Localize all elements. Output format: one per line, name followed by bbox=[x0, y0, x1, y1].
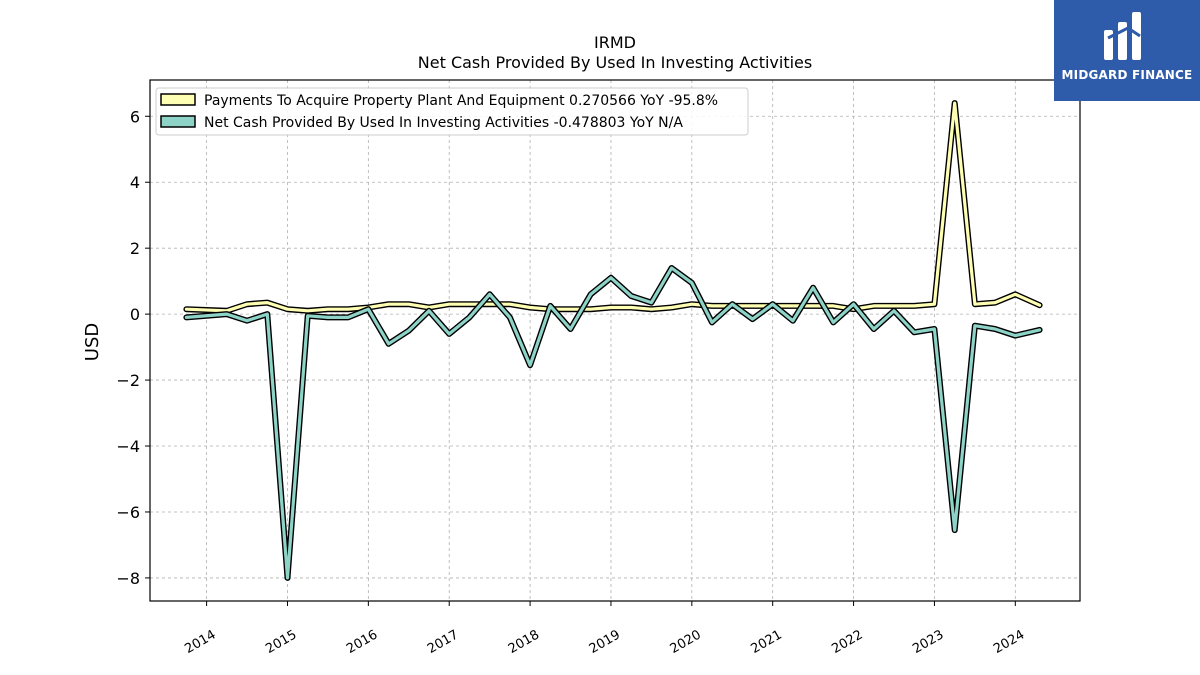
y-tick-label: −6 bbox=[116, 503, 140, 522]
legend-label: Payments To Acquire Property Plant And E… bbox=[204, 93, 718, 109]
x-tick-label: 2018 bbox=[506, 627, 542, 657]
x-tick-label: 2021 bbox=[749, 627, 785, 657]
chart-subtitle: Net Cash Provided By Used In Investing A… bbox=[418, 53, 812, 72]
y-tick-label: −2 bbox=[116, 371, 140, 390]
y-axis-label: USD bbox=[82, 323, 103, 361]
chart-title: IRMD bbox=[594, 33, 636, 52]
legend-swatch bbox=[160, 93, 196, 106]
legend-swatch bbox=[160, 115, 196, 128]
y-tick-label: −4 bbox=[116, 437, 140, 456]
x-tick-label: 2016 bbox=[344, 627, 380, 657]
legend-box bbox=[155, 87, 749, 136]
x-tick-label: 2022 bbox=[829, 627, 865, 657]
y-tick-label: 2 bbox=[130, 239, 140, 258]
plot-area-frame bbox=[149, 79, 1081, 602]
legend: Payments To Acquire Property Plant And E… bbox=[155, 87, 749, 136]
series-line bbox=[184, 101, 1042, 313]
y-tick-label: 4 bbox=[130, 173, 140, 192]
x-tick-label: 2023 bbox=[910, 627, 946, 657]
x-tick-label: 2015 bbox=[263, 627, 299, 657]
x-tick-label: 2014 bbox=[182, 627, 218, 657]
x-tick-label: 2017 bbox=[425, 627, 461, 657]
series-line bbox=[184, 266, 1042, 580]
logo: MIDGARD FINANCE bbox=[1054, 0, 1200, 101]
x-tick-label: 2020 bbox=[668, 627, 704, 657]
y-tick-label: −8 bbox=[116, 569, 140, 588]
logo-text: MIDGARD FINANCE bbox=[1061, 68, 1193, 82]
legend-label: Net Cash Provided By Used In Investing A… bbox=[204, 115, 683, 131]
logo-mark-icon bbox=[1104, 12, 1141, 60]
x-tick-label: 2024 bbox=[991, 627, 1027, 657]
y-tick-label: 0 bbox=[130, 305, 140, 324]
y-tick-label: 6 bbox=[130, 107, 140, 126]
x-tick-label: 2019 bbox=[587, 627, 623, 657]
